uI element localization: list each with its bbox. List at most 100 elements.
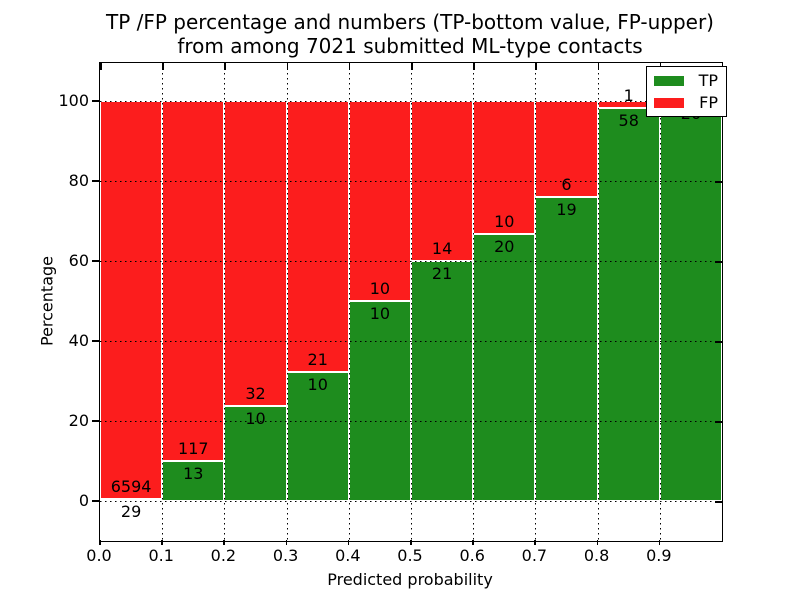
tick-top-0.2 [224, 63, 226, 70]
tick-left-60 [92, 260, 99, 262]
ytick-label-60: 60 [68, 251, 89, 270]
xtick-label-0.3: 0.3 [272, 546, 299, 565]
ytick-label-0: 0 [78, 491, 89, 510]
tick-left-0 [92, 500, 99, 502]
ytick-label-40: 40 [68, 331, 89, 350]
tp-count-label-0: 29 [120, 502, 142, 522]
ytick-label-80: 80 [68, 171, 89, 190]
tick-bottom-0.6 [472, 540, 474, 545]
tp-count-label-1: 13 [183, 464, 204, 483]
tick-top-0.5 [411, 63, 413, 70]
fp-count-label-1: 117 [178, 439, 209, 458]
tick-top-0.1 [162, 63, 164, 70]
gridline-x-0.9 [659, 63, 661, 541]
fp-count-label-4: 10 [369, 279, 391, 298]
tick-top-0 [100, 63, 102, 70]
bar-segment-fp-1 [162, 101, 225, 461]
tick-right-20 [715, 421, 722, 423]
tick-left-20 [92, 420, 99, 422]
plot-area: 296594131171032102110102114201019658126 [99, 62, 723, 542]
xtick-label-0.2: 0.2 [210, 546, 237, 565]
gridline-x-0.5 [411, 63, 412, 541]
tick-top-0.4 [348, 63, 351, 70]
tick-bottom-0.5 [410, 540, 412, 545]
legend-entry-tp: TP [654, 72, 718, 89]
gridline-x-0.6 [473, 63, 475, 541]
tick-right-40 [715, 341, 722, 343]
tick-left-40 [92, 340, 99, 342]
tick-right-80 [715, 181, 722, 183]
tp-count-label-2: 10 [245, 408, 266, 428]
legend-swatch-fp [654, 97, 684, 108]
tick-top-0.6 [473, 63, 475, 70]
gridline-x-0.7 [535, 63, 537, 541]
legend-swatch-tp [654, 75, 684, 86]
chart-title: TP /FP percentage and numbers (TP-bottom… [99, 10, 721, 58]
bar-segment-tp-0 [100, 499, 163, 502]
bar-segment-tp-3 [286, 371, 349, 501]
bar-segment-fp-0 [100, 101, 163, 500]
tick-right-0 [715, 501, 722, 503]
gridline-x-0.4 [348, 63, 350, 541]
tick-bottom-0 [99, 540, 101, 545]
fp-count-label-7: 6 [561, 175, 572, 194]
tick-left-100 [92, 100, 99, 102]
fp-count-label-0: 6594 [110, 477, 152, 497]
tick-top-0.3 [286, 63, 289, 70]
tp-count-label-4: 10 [369, 304, 391, 323]
ytick-label-20: 20 [68, 411, 89, 430]
bar-segment-tp-9 [659, 101, 722, 501]
tick-bottom-0.9 [658, 540, 661, 545]
bar-segment-tp-1 [162, 461, 225, 501]
xtick-label-0.6: 0.6 [459, 546, 485, 565]
tp-count-label-8: 58 [618, 110, 639, 130]
xtick-label-0.8: 0.8 [583, 546, 610, 565]
legend-entry-fp: FP [654, 94, 718, 111]
legend: TP FP [646, 66, 727, 117]
x-axis-label: Predicted probability [327, 570, 493, 589]
tp-count-label-6: 20 [494, 237, 515, 257]
chart-title-line2: from among 7021 submitted ML-type contac… [177, 34, 643, 58]
bar-segment-fp-2 [224, 101, 287, 406]
bar-segment-tp-4 [348, 301, 411, 501]
tick-bottom-0.3 [285, 540, 288, 545]
xtick-label-0.5: 0.5 [397, 546, 423, 565]
fp-count-label-3: 21 [307, 349, 328, 369]
tick-right-60 [715, 261, 722, 263]
xtick-label-0.9: 0.9 [646, 546, 672, 565]
plot-canvas: 296594131171032102110102114201019658126 [100, 63, 722, 541]
tp-count-label-5: 21 [431, 264, 453, 283]
legend-label-fp: FP [699, 93, 718, 112]
bar-segment-tp-5 [411, 261, 474, 501]
tick-bottom-0.2 [223, 540, 225, 545]
chart-title-line1: TP /FP percentage and numbers (TP-bottom… [106, 10, 714, 34]
bar-segment-tp-6 [473, 234, 536, 501]
fp-count-label-5: 14 [431, 239, 453, 258]
ytick-label-100: 100 [58, 91, 89, 110]
xtick-label-0.4: 0.4 [335, 546, 361, 565]
legend-label-tp: TP [698, 71, 718, 90]
fp-count-label-6: 10 [494, 212, 515, 232]
tp-count-label-3: 10 [307, 374, 328, 394]
gridline-x-0.1 [162, 63, 164, 541]
xtick-label-0.7: 0.7 [521, 546, 548, 565]
gridline-x-0.8 [597, 63, 599, 541]
gridline-x-0.2 [224, 63, 226, 541]
tp-count-label-7: 19 [556, 200, 577, 219]
tick-top-0.8 [597, 63, 600, 70]
xtick-label-0.1: 0.1 [148, 546, 174, 565]
bar-segment-tp-7 [535, 197, 598, 501]
tick-top-0.7 [535, 63, 537, 70]
tick-bottom-0.8 [596, 540, 599, 545]
bar-segment-tp-8 [597, 107, 660, 501]
tick-bottom-0.4 [347, 540, 350, 545]
gridline-x-0.3 [286, 63, 288, 541]
fp-count-label-8: 1 [623, 85, 634, 105]
bar-segment-fp-3 [286, 101, 349, 372]
tick-bottom-0.1 [161, 540, 163, 545]
bar-segment-fp-4 [348, 101, 411, 301]
fp-count-label-2: 32 [245, 383, 266, 403]
tick-left-80 [92, 180, 99, 182]
tick-bottom-0.7 [534, 540, 536, 545]
